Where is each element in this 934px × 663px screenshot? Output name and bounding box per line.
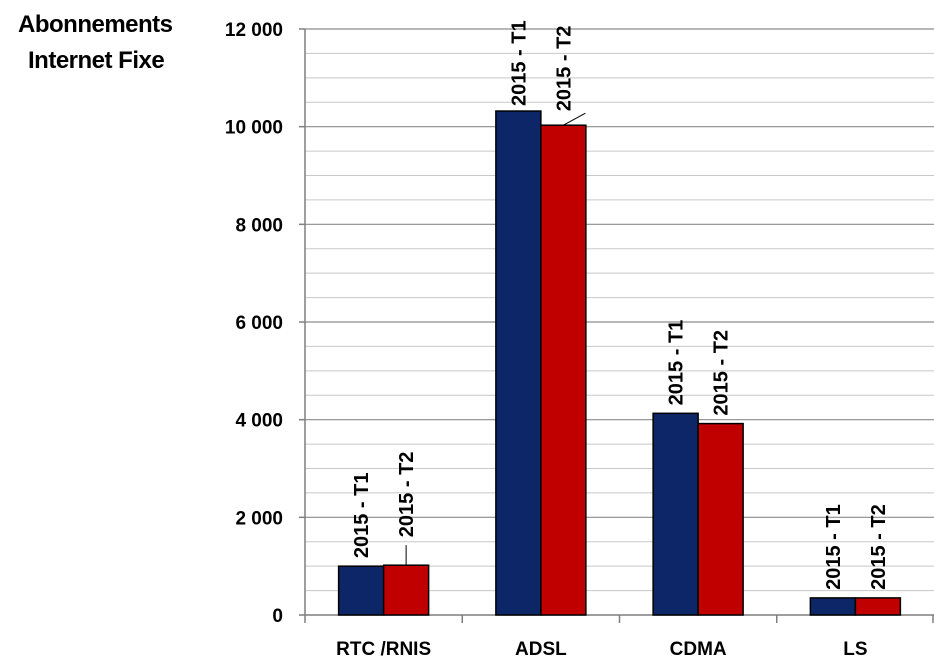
data-label: 2015 - T2 bbox=[868, 504, 890, 590]
y-tick-label: 2 000 bbox=[235, 508, 283, 529]
y-tick-label: 6 000 bbox=[235, 313, 283, 334]
bar-t1 bbox=[495, 110, 542, 616]
data-label: 2015 - T2 bbox=[396, 452, 418, 538]
y-tick-label: 0 bbox=[272, 606, 283, 627]
x-category-label: CDMA bbox=[670, 639, 727, 660]
leader-line bbox=[563, 112, 586, 126]
y-tick-label: 12 000 bbox=[225, 20, 283, 41]
bar-t2 bbox=[540, 124, 587, 616]
y-tick-label: 8 000 bbox=[235, 215, 283, 236]
bar-t1 bbox=[809, 597, 857, 616]
x-category-label: RTC /RNIS bbox=[336, 639, 431, 660]
x-category-labels: RTC /RNIS ADSL CDMA LS bbox=[336, 639, 867, 660]
chart-title-line-1: Abonnements bbox=[18, 11, 173, 38]
x-category-label: LS bbox=[843, 639, 867, 660]
data-label: 2015 - T1 bbox=[666, 320, 688, 406]
bars bbox=[337, 110, 902, 616]
data-label: 2015 - T1 bbox=[508, 20, 530, 106]
x-category-label: ADSL bbox=[515, 639, 567, 660]
gridlines bbox=[305, 28, 934, 592]
data-label: 2015 - T1 bbox=[351, 473, 373, 559]
bar-t1 bbox=[652, 412, 699, 616]
data-label: 2015 - T1 bbox=[823, 504, 845, 590]
bar-t1 bbox=[337, 565, 385, 616]
y-tick-label: 4 000 bbox=[235, 411, 283, 432]
data-labels: 2015 - T1 2015 - T2 2015 - T1 2015 - T2 2015… bbox=[351, 20, 890, 589]
y-tick-labels: 0 2 000 4 000 6 000 8 000 10 000 12 000 bbox=[225, 20, 283, 627]
bar-t2 bbox=[382, 564, 430, 616]
chart-title-line-2: Internet Fixe bbox=[28, 47, 164, 74]
data-label: 2015 - T2 bbox=[553, 26, 575, 112]
bar-t2 bbox=[697, 422, 744, 616]
y-tick-label: 10 000 bbox=[225, 118, 283, 139]
data-label: 2015 - T2 bbox=[711, 330, 733, 416]
bar-t2 bbox=[854, 597, 902, 616]
